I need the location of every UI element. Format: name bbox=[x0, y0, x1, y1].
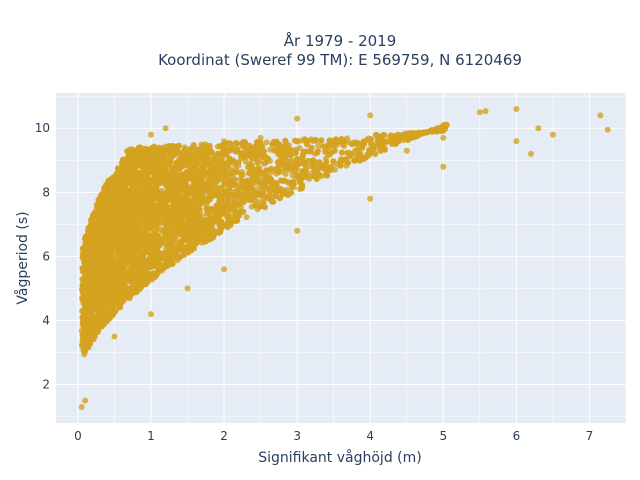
scatter-point bbox=[254, 178, 261, 185]
scatter-point bbox=[134, 230, 141, 237]
scatter-point bbox=[338, 149, 345, 156]
scatter-point bbox=[323, 158, 330, 165]
scatter-point bbox=[268, 187, 275, 194]
data-points bbox=[78, 106, 611, 410]
scatter-point bbox=[270, 198, 277, 205]
scatter-point bbox=[195, 146, 201, 153]
scatter-point bbox=[168, 207, 175, 214]
scatter-point bbox=[228, 168, 235, 175]
scatter-point bbox=[296, 145, 303, 151]
scatter-point bbox=[185, 196, 192, 203]
scatter-point bbox=[234, 146, 241, 153]
scatter-point bbox=[206, 142, 213, 149]
scatter-point bbox=[282, 171, 289, 178]
scatter-point bbox=[99, 308, 106, 314]
scatter-point bbox=[325, 143, 332, 150]
scatter-point bbox=[232, 207, 238, 214]
scatter-point bbox=[368, 140, 374, 147]
scatter-point bbox=[238, 172, 245, 179]
scatter-point bbox=[186, 217, 193, 224]
scatter-point bbox=[368, 136, 374, 143]
scatter-point bbox=[482, 108, 489, 115]
scatter-point bbox=[210, 158, 217, 165]
scatter-point bbox=[285, 179, 292, 186]
scatter-point bbox=[124, 148, 131, 155]
scatter-point bbox=[217, 157, 224, 164]
scatter-point bbox=[305, 158, 311, 164]
scatter-point bbox=[98, 193, 105, 200]
scatter-point bbox=[263, 139, 270, 146]
scatter-point bbox=[329, 149, 335, 156]
scatter-point bbox=[319, 143, 326, 150]
scatter-point bbox=[275, 143, 282, 150]
scatter-point bbox=[243, 214, 250, 221]
scatter-point bbox=[242, 158, 249, 165]
scatter-point bbox=[251, 189, 258, 196]
scatter-point bbox=[315, 142, 322, 149]
scatter-point bbox=[302, 162, 309, 169]
scatter-point bbox=[317, 137, 324, 144]
scatter-point bbox=[256, 184, 263, 191]
scatter-point bbox=[323, 170, 330, 177]
scatter-point bbox=[353, 140, 360, 147]
scatter-point bbox=[234, 140, 241, 147]
scatter-point bbox=[199, 164, 206, 171]
scatter-point bbox=[234, 168, 240, 175]
scatter-point bbox=[316, 159, 323, 166]
scatter-point bbox=[299, 168, 305, 175]
